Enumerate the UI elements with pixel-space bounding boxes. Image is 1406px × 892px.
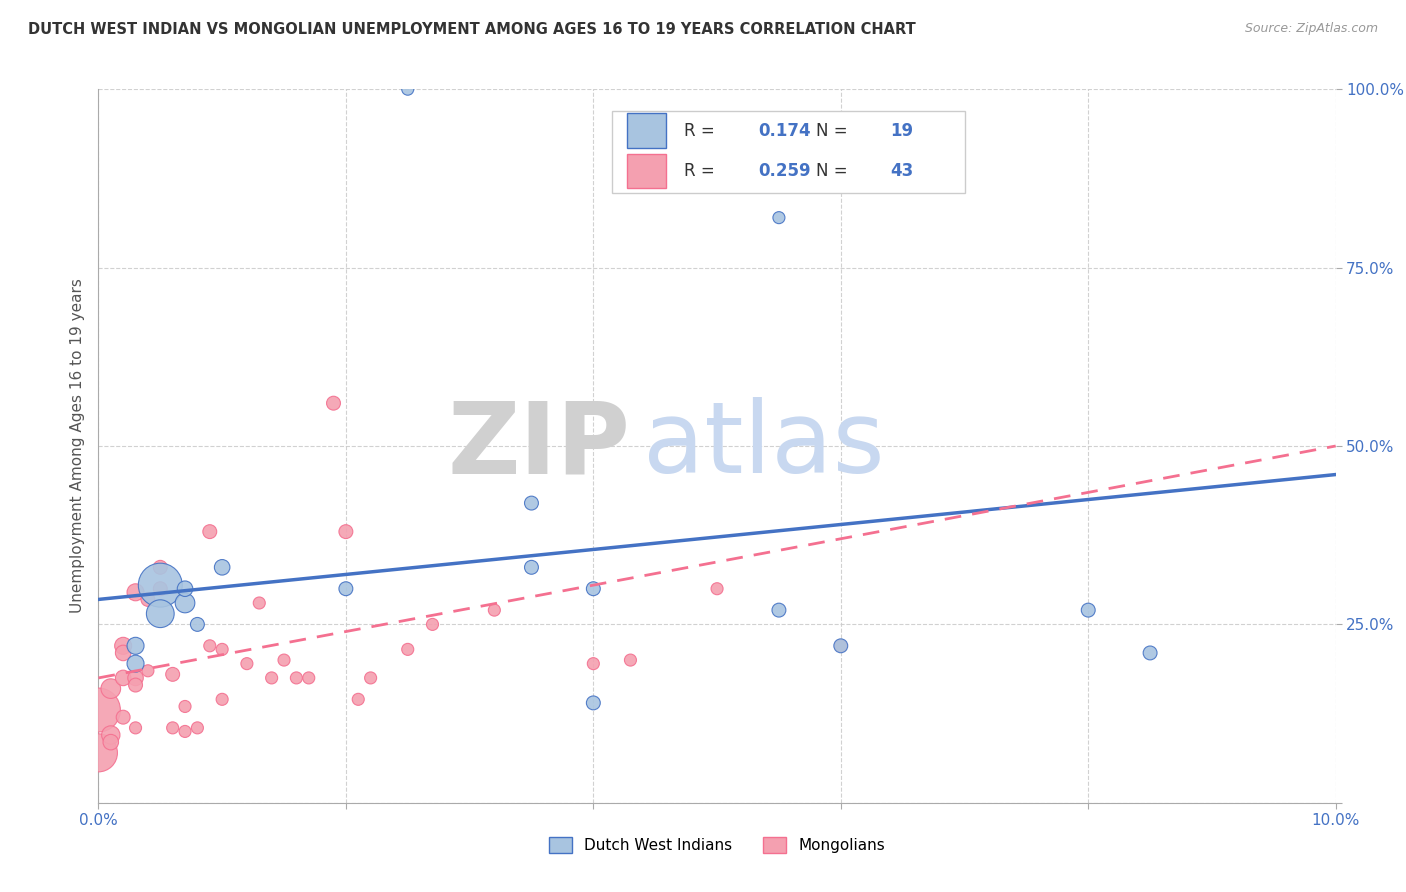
Point xyxy=(830,639,852,653)
Point xyxy=(112,671,135,685)
Point xyxy=(149,607,172,621)
Point xyxy=(112,710,135,724)
Point xyxy=(136,664,159,678)
Text: R =: R = xyxy=(683,162,720,180)
Point xyxy=(149,560,172,574)
Point xyxy=(198,639,221,653)
Point xyxy=(619,653,641,667)
Point xyxy=(768,211,790,225)
Point xyxy=(124,678,146,692)
Point xyxy=(162,721,184,735)
Point xyxy=(322,396,344,410)
Point xyxy=(484,603,506,617)
Point xyxy=(830,639,852,653)
Bar xyxy=(627,113,666,148)
Point xyxy=(236,657,259,671)
Point xyxy=(112,646,135,660)
Text: ZIP: ZIP xyxy=(447,398,630,494)
Point xyxy=(706,582,728,596)
Text: 0.259: 0.259 xyxy=(758,162,810,180)
Point xyxy=(149,578,172,592)
Text: DUTCH WEST INDIAN VS MONGOLIAN UNEMPLOYMENT AMONG AGES 16 TO 19 YEARS CORRELATIO: DUTCH WEST INDIAN VS MONGOLIAN UNEMPLOYM… xyxy=(28,22,915,37)
Point xyxy=(335,582,357,596)
Point xyxy=(174,582,197,596)
Text: atlas: atlas xyxy=(643,398,884,494)
Point xyxy=(347,692,370,706)
Point xyxy=(582,582,605,596)
Point xyxy=(149,582,172,596)
Point xyxy=(124,657,146,671)
Point xyxy=(582,696,605,710)
Point xyxy=(186,617,208,632)
Text: R =: R = xyxy=(683,121,720,139)
Point xyxy=(582,657,605,671)
Point xyxy=(124,585,146,599)
Point xyxy=(162,667,184,681)
Point xyxy=(1139,646,1161,660)
FancyBboxPatch shape xyxy=(612,111,965,193)
Text: N =: N = xyxy=(815,162,853,180)
Point xyxy=(198,524,221,539)
Point xyxy=(211,642,233,657)
Point xyxy=(100,728,122,742)
Point xyxy=(174,596,197,610)
Point xyxy=(520,560,543,574)
Bar xyxy=(627,154,666,188)
Point xyxy=(124,671,146,685)
Legend: Dutch West Indians, Mongolians: Dutch West Indians, Mongolians xyxy=(543,831,891,859)
Point xyxy=(768,603,790,617)
Point xyxy=(260,671,283,685)
Point xyxy=(174,699,197,714)
Point xyxy=(360,671,382,685)
Point xyxy=(1077,603,1099,617)
Point xyxy=(211,560,233,574)
Point xyxy=(273,653,295,667)
Text: Source: ZipAtlas.com: Source: ZipAtlas.com xyxy=(1244,22,1378,36)
Point xyxy=(136,592,159,607)
Text: N =: N = xyxy=(815,121,853,139)
Text: 19: 19 xyxy=(890,121,914,139)
Point xyxy=(335,524,357,539)
Point xyxy=(174,724,197,739)
Point xyxy=(124,721,146,735)
Text: 43: 43 xyxy=(890,162,914,180)
Point xyxy=(520,496,543,510)
Point xyxy=(112,639,135,653)
Y-axis label: Unemployment Among Ages 16 to 19 years: Unemployment Among Ages 16 to 19 years xyxy=(69,278,84,614)
Point xyxy=(298,671,321,685)
Point xyxy=(87,746,110,760)
Point xyxy=(100,681,122,696)
Point xyxy=(396,642,419,657)
Point xyxy=(186,721,208,735)
Point xyxy=(124,639,146,653)
Point xyxy=(422,617,444,632)
Point xyxy=(211,692,233,706)
Point xyxy=(247,596,270,610)
Text: 0.174: 0.174 xyxy=(758,121,810,139)
Point xyxy=(100,735,122,749)
Point xyxy=(396,82,419,96)
Point xyxy=(87,703,110,717)
Point xyxy=(285,671,308,685)
